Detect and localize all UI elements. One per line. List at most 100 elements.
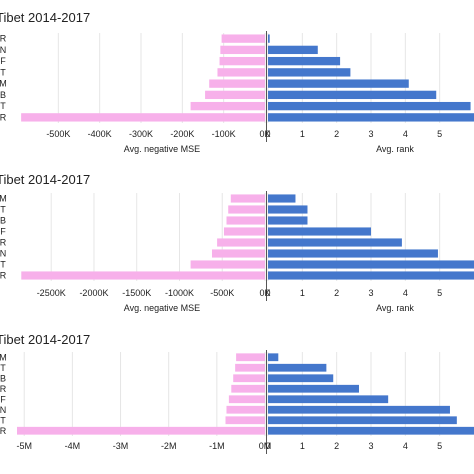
- category-label: M: [0, 352, 7, 362]
- rank-bar: [268, 353, 279, 362]
- chart-title: Tibet 2014-2017: [0, 172, 90, 187]
- x-tick-label: 0K: [259, 129, 270, 139]
- category-label: R: [0, 271, 7, 281]
- category-label: T: [0, 101, 6, 111]
- x-tick-label: 0M: [259, 441, 272, 451]
- x-axis-label: Avg. rank: [376, 144, 414, 154]
- category-label: R: [0, 384, 7, 394]
- x-tick-label: 4: [403, 129, 408, 139]
- rank-bar: [268, 56, 341, 66]
- category-label: N: [0, 45, 6, 55]
- x-tick-label: -2000K: [79, 288, 108, 298]
- x-tick-label: 3: [368, 288, 373, 298]
- rank-bar: [268, 79, 409, 88]
- x-tick-label: 5: [437, 441, 442, 451]
- category-label: F: [0, 394, 6, 404]
- rank-bar: [268, 363, 327, 372]
- x-tick-label: -100K: [212, 129, 236, 139]
- negative-mse-bar: [230, 194, 265, 203]
- chart-title: Tibet 2014-2017: [0, 332, 90, 347]
- x-tick-label: -200K: [170, 129, 194, 139]
- rank-bar: [268, 227, 371, 236]
- negative-mse-bar: [17, 426, 265, 435]
- negative-mse-bar: [211, 249, 265, 258]
- x-tick-label: -2500K: [37, 288, 66, 298]
- category-label: N: [0, 249, 6, 259]
- rank-bar: [268, 416, 457, 425]
- rank-bar: [268, 90, 437, 100]
- category-label: R: [0, 238, 7, 248]
- x-tick-label: -3M: [113, 441, 129, 451]
- rank-bar: [268, 238, 402, 247]
- rank-bar: [268, 384, 359, 393]
- negative-mse-bar: [226, 216, 265, 225]
- negative-mse-bar: [235, 363, 265, 372]
- negative-mse-bar: [221, 34, 265, 43]
- x-tick-label: 0: [265, 288, 270, 298]
- negative-mse-bar: [236, 353, 265, 362]
- rank-bar: [268, 405, 450, 414]
- rank-bar: [268, 45, 318, 55]
- x-tick-label: -500K: [210, 288, 234, 298]
- x-tick-label: -300K: [129, 129, 153, 139]
- x-tick-label: 5: [437, 129, 442, 139]
- category-label: T: [0, 260, 6, 270]
- rank-bar: [268, 194, 296, 203]
- category-label: R: [0, 426, 7, 436]
- x-tick-label: 1: [300, 129, 305, 139]
- category-label: B: [0, 90, 6, 100]
- category-label: N: [0, 405, 6, 415]
- negative-mse-bar: [209, 79, 265, 88]
- negative-mse-bar: [21, 271, 265, 280]
- x-axis-label: Avg. rank: [376, 303, 414, 313]
- negative-mse-bar: [219, 56, 265, 66]
- x-tick-label: 2: [334, 129, 339, 139]
- rank-bar: [268, 113, 474, 122]
- x-tick-label: -4M: [65, 441, 81, 451]
- category-label: M: [0, 79, 7, 89]
- rank-bar: [268, 101, 471, 111]
- x-axis-label: Avg. negative MSE: [124, 144, 200, 154]
- category-label: T: [0, 363, 6, 373]
- chart-title: Tibet 2014-2017: [0, 10, 90, 25]
- category-label: T: [0, 205, 6, 215]
- negative-mse-bar: [217, 238, 265, 247]
- x-tick-label: 1: [300, 288, 305, 298]
- x-tick-label: -500K: [46, 129, 70, 139]
- x-tick-label: -2M: [161, 441, 177, 451]
- x-tick-label: 0: [265, 129, 270, 139]
- negative-mse-bar: [225, 416, 265, 425]
- x-tick-label: -1M: [209, 441, 225, 451]
- rank-bar: [268, 34, 270, 43]
- x-tick-label: 4: [403, 288, 408, 298]
- category-label: F: [0, 56, 6, 66]
- negative-mse-bar: [190, 260, 265, 269]
- rank-bar: [268, 216, 308, 225]
- x-tick-label: 1: [300, 441, 305, 451]
- category-label: M: [0, 194, 7, 204]
- x-tick-label: 5: [437, 288, 442, 298]
- category-label: B: [0, 216, 6, 226]
- category-label: T: [0, 67, 6, 77]
- negative-mse-bar: [233, 374, 265, 383]
- negative-mse-bar: [217, 68, 265, 77]
- rank-bar: [268, 426, 474, 435]
- rank-bar: [268, 374, 334, 383]
- x-tick-label: 3: [368, 441, 373, 451]
- rank-bar: [268, 68, 351, 77]
- x-tick-label: 3: [368, 129, 373, 139]
- rank-bar: [268, 249, 438, 258]
- rank-bar: [268, 271, 474, 280]
- negative-mse-bar: [205, 90, 265, 100]
- x-tick-label: -1500K: [122, 288, 151, 298]
- rank-bar: [268, 205, 308, 214]
- x-axis-label: Avg. negative MSE: [124, 303, 200, 313]
- rank-bar: [268, 395, 389, 404]
- category-label: R: [0, 112, 7, 122]
- negative-mse-bar: [228, 395, 265, 404]
- negative-mse-bar: [226, 405, 265, 414]
